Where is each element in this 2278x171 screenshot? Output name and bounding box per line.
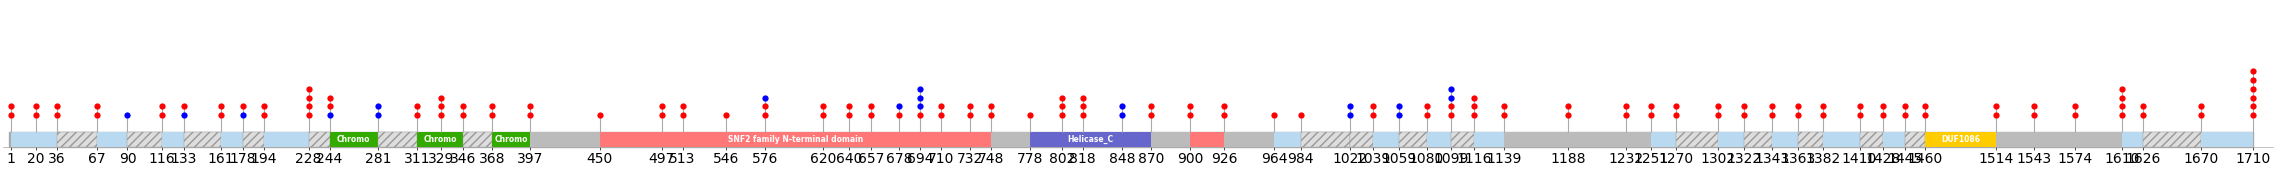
Bar	[599, 132, 991, 147]
Bar	[378, 132, 417, 147]
Bar	[185, 132, 221, 147]
Bar	[1503, 132, 1567, 147]
Bar	[1718, 132, 1745, 147]
Bar	[1677, 132, 1718, 147]
Bar	[2034, 132, 2075, 147]
Text: DUF1086: DUF1086	[1941, 135, 1980, 144]
Bar	[1426, 132, 1451, 147]
Bar	[264, 132, 308, 147]
Bar	[98, 132, 128, 147]
Bar	[492, 132, 531, 147]
Bar	[1567, 132, 1626, 147]
Text: SNF2 family N-terminal domain: SNF2 family N-terminal domain	[727, 135, 863, 144]
Bar	[57, 132, 98, 147]
Bar	[1626, 132, 1652, 147]
Bar	[308, 132, 330, 147]
Bar	[1150, 132, 1191, 147]
Bar	[11, 132, 57, 147]
Text: Helicase_C: Helicase_C	[1068, 135, 1114, 144]
Bar	[1191, 132, 1226, 147]
Bar	[1226, 132, 1273, 147]
Bar	[128, 132, 162, 147]
Bar	[1451, 132, 1474, 147]
Bar	[2201, 132, 2253, 147]
Text: Chromo: Chromo	[494, 135, 528, 144]
Bar	[1652, 132, 1677, 147]
Bar	[1772, 132, 1797, 147]
Bar	[417, 132, 462, 147]
Bar	[531, 132, 599, 147]
Bar	[1822, 132, 1859, 147]
Bar	[1374, 132, 1399, 147]
Bar	[1301, 132, 1351, 147]
Bar	[2123, 132, 2144, 147]
Bar	[1399, 132, 1426, 147]
Bar	[1797, 132, 1822, 147]
Bar	[462, 132, 492, 147]
Bar	[1925, 132, 1996, 147]
Bar	[1273, 132, 1301, 147]
Bar	[991, 132, 1030, 147]
Bar	[1996, 132, 2034, 147]
Bar	[1884, 132, 1904, 147]
Bar	[221, 132, 244, 147]
Bar	[1859, 132, 1884, 147]
Bar	[2075, 132, 2123, 147]
Text: Chromo: Chromo	[424, 135, 458, 144]
Bar	[1745, 132, 1772, 147]
Bar	[1474, 132, 1503, 147]
Bar	[1904, 132, 1925, 147]
Bar	[1030, 132, 1150, 147]
Bar	[1351, 132, 1374, 147]
Bar	[330, 132, 378, 147]
Text: Chromo: Chromo	[337, 135, 371, 144]
Bar	[2144, 132, 2201, 147]
Bar	[244, 132, 264, 147]
Bar	[162, 132, 185, 147]
